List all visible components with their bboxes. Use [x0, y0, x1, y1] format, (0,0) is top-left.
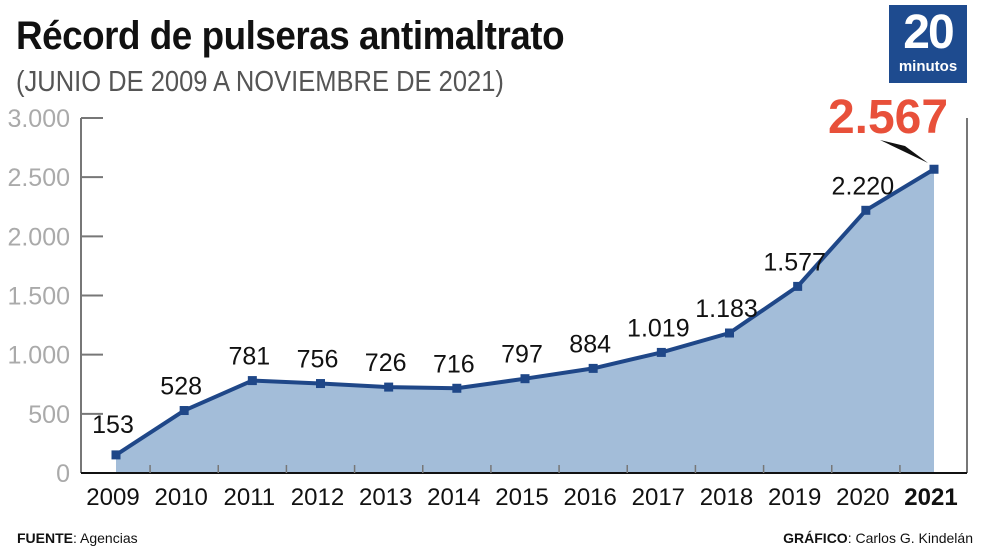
data-point	[656, 347, 666, 357]
logo-word: minutos	[898, 58, 958, 75]
data-point	[861, 205, 871, 215]
x-tick-label: 2021	[904, 484, 957, 511]
20minutos-logo: 20 minutos	[889, 5, 967, 83]
source-label: FUENTE	[17, 530, 73, 546]
data-label: 1.183	[695, 295, 758, 323]
x-tick-label: 2014	[427, 484, 480, 511]
x-tick-label: 2011	[224, 484, 276, 511]
x-tick-label: 2013	[359, 484, 412, 511]
x-tick-label: 2018	[700, 484, 753, 511]
data-point	[929, 164, 939, 174]
credit-text: : Carlos G. Kindelán	[847, 530, 973, 546]
data-point	[316, 379, 325, 389]
data-label: 756	[297, 346, 339, 374]
data-label: 1.577	[763, 248, 826, 276]
y-tick-label: 2.000	[7, 223, 70, 251]
data-label: 1.019	[627, 314, 690, 342]
x-tick-label: 2020	[836, 484, 889, 511]
highlight-label: 2.567	[828, 91, 948, 144]
y-tick-label: 3.000	[7, 105, 70, 133]
y-tick-label: 2.500	[7, 164, 70, 192]
data-label: 716	[433, 350, 475, 378]
y-tick-label: 1.000	[7, 342, 70, 370]
source-note: FUENTE: Agencias	[17, 530, 138, 546]
data-label: 528	[160, 373, 202, 401]
x-tick-label: 2009	[86, 484, 139, 511]
x-tick-label: 2015	[495, 484, 548, 511]
y-tick-label: 500	[28, 401, 70, 429]
y-tick-label: 1.500	[7, 283, 70, 311]
data-label: 2.220	[832, 172, 895, 200]
data-point	[452, 383, 462, 393]
credit-label: GRÁFICO	[783, 530, 848, 546]
data-point	[179, 406, 189, 416]
source-text: : Agencias	[73, 530, 138, 546]
data-point	[520, 374, 530, 384]
x-tick-label: 2019	[768, 484, 821, 511]
data-label: 884	[569, 330, 611, 358]
y-tick-label: 0	[56, 460, 70, 488]
chart-title: Récord de pulseras antimaltrato	[16, 14, 565, 58]
x-tick-label: 2016	[563, 484, 616, 511]
logo-number: 20	[903, 6, 954, 59]
data-label: 726	[365, 349, 407, 377]
x-tick-label: 2017	[632, 484, 685, 511]
data-label: 153	[92, 411, 134, 439]
highlight-pointer	[880, 140, 928, 163]
data-label: 781	[228, 343, 270, 371]
data-point	[247, 376, 257, 386]
x-tick-label: 2012	[291, 484, 344, 511]
chart-subtitle: (JUNIO DE 2009 A NOVIEMBRE DE 2021)	[16, 66, 504, 98]
data-label: 797	[501, 341, 543, 369]
data-point	[793, 281, 803, 291]
area-fill	[116, 169, 934, 473]
data-point	[588, 363, 598, 373]
data-point	[111, 450, 121, 460]
data-point	[725, 328, 734, 338]
data-point	[384, 382, 394, 392]
credit-note: GRÁFICO: Carlos G. Kindelán	[783, 530, 973, 546]
x-tick-label: 2010	[154, 484, 207, 511]
